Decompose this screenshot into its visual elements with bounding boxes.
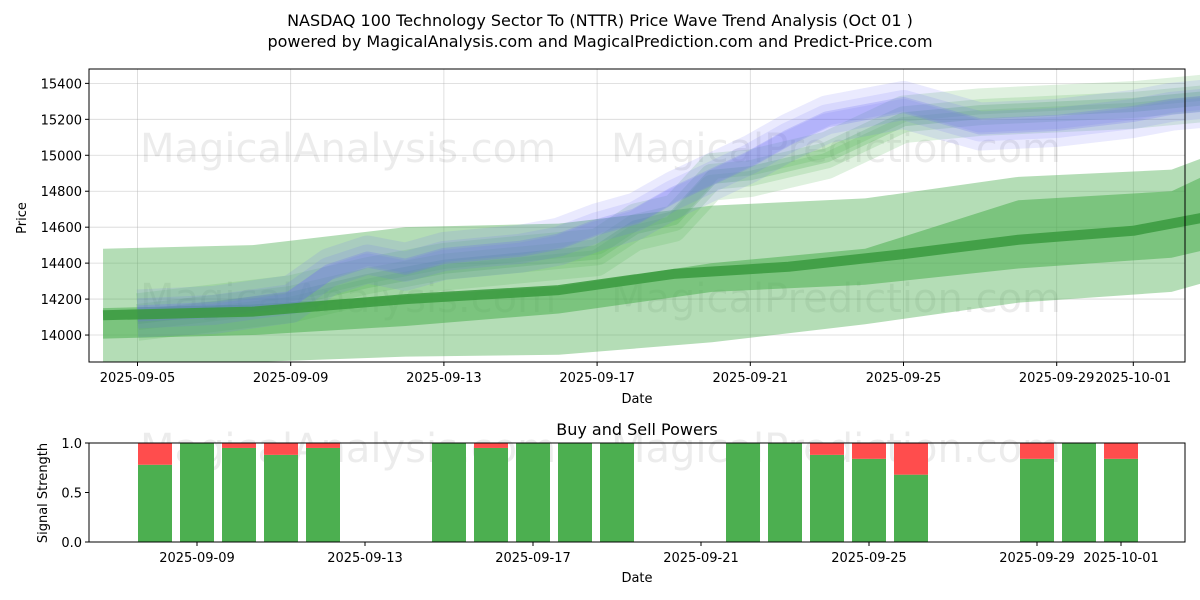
buy-bar [600,443,634,542]
signal-x-ticks: 2025-09-09 2025-09-13 2025-09-17 2025-09-21… [159,542,1159,566]
signal-chart: Buy and Sell Powers MagicalAnalysis.com … [36,420,1186,586]
sell-bar [474,443,508,448]
signal-y-tick-label: 1.0 [61,437,82,452]
signal-x-tick-label: 2025-09-21 [663,551,739,566]
signal-x-tick-label: 2025-09-17 [495,551,571,566]
price-x-ticks: 2025-09-05 2025-09-09 2025-09-13 2025-09-17… [100,362,1171,386]
price-x-tick-label: 2025-09-25 [866,371,942,386]
watermark-2: MagicalPrediction.com [611,126,1061,172]
signal-x-tick-label: 2025-09-09 [159,551,235,566]
watermark-1: MagicalAnalysis.com [140,126,556,172]
price-y-ticks: 14000 14200 14400 14600 14800 15000 15200 15400 [41,77,89,344]
price-y-tick-label: 14800 [41,185,82,200]
signal-bars [138,443,1138,542]
price-plot-frame [88,68,1186,363]
sell-bar [138,443,172,465]
sell-bar [306,443,340,448]
signal-x-tick-label: 2025-09-29 [999,551,1075,566]
buy-bar [810,454,844,542]
buy-bar [516,443,550,542]
prediction-center-line [102,213,1200,321]
buy-bar [726,443,760,542]
buy-bar [1020,458,1054,542]
price-y-tick-label: 15400 [41,77,82,92]
chart-title-line1: NASDAQ 100 Technology Sector To (NTTR) P… [287,11,913,30]
price-x-tick-label: 2025-09-09 [253,371,329,386]
price-x-tick-label: 2025-09-29 [1019,371,1095,386]
price-y-tick-label: 14000 [41,329,82,344]
price-wave-green [135,96,1200,341]
chart-title-line2: powered by MagicalAnalysis.com and Magic… [267,32,932,51]
price-x-tick-label: 2025-09-17 [559,371,635,386]
buy-bar [768,443,802,542]
signal-chart-title: Buy and Sell Powers [556,420,718,439]
price-grid [89,69,1185,362]
price-y-axis-label: Price [15,202,30,234]
sell-bar [810,443,844,455]
buy-bar [894,474,928,542]
price-wave-blue [136,80,1200,320]
price-y-tick-label: 14600 [41,221,82,236]
signal-x-axis-label: Date [621,571,652,586]
buy-bar [306,447,340,542]
price-wave-blue [136,98,1200,338]
sell-bar [1104,443,1138,459]
price-x-tick-label: 2025-10-01 [1096,371,1172,386]
buy-bar [432,443,466,542]
price-chart: MagicalAnalysis.com MagicalPrediction.co… [15,68,1200,407]
signal-y-tick-label: 0.0 [61,536,82,551]
signal-x-tick-label: 2025-09-13 [327,551,403,566]
sell-bar [1020,443,1054,459]
buy-bar [138,464,172,542]
buy-bar [852,458,886,542]
buy-bar [1104,458,1138,542]
sell-bar [264,443,298,455]
buy-bar [474,447,508,542]
signal-x-tick-label: 2025-09-25 [831,551,907,566]
price-y-tick-label: 14200 [41,293,82,308]
buy-bar [264,454,298,542]
price-wave-green-core [136,91,1200,325]
price-wave-green [135,74,1200,320]
price-x-tick-label: 2025-09-13 [406,371,482,386]
price-wave-blue-core [137,96,1200,322]
price-series [102,74,1200,362]
signal-y-axis-label: Signal Strength [36,443,51,543]
price-y-tick-label: 15000 [41,149,82,164]
sell-bar [852,443,886,459]
price-x-tick-label: 2025-09-21 [713,371,789,386]
buy-bar [558,443,592,542]
sell-bar [894,443,928,475]
signal-y-ticks: 0.0 0.5 1.0 [61,437,89,551]
price-wave-green [135,85,1200,330]
price-y-tick-label: 14400 [41,257,82,272]
buy-bar [1062,443,1096,542]
buy-bar [222,447,256,542]
price-y-tick-label: 15200 [41,113,82,128]
signal-y-tick-label: 0.5 [61,487,82,502]
buy-bar [180,443,214,542]
signal-x-tick-label: 2025-10-01 [1083,551,1159,566]
price-x-tick-label: 2025-09-05 [100,371,176,386]
sell-bar [222,443,256,448]
price-wave-blue [136,89,1200,329]
price-x-axis-label: Date [621,392,652,407]
